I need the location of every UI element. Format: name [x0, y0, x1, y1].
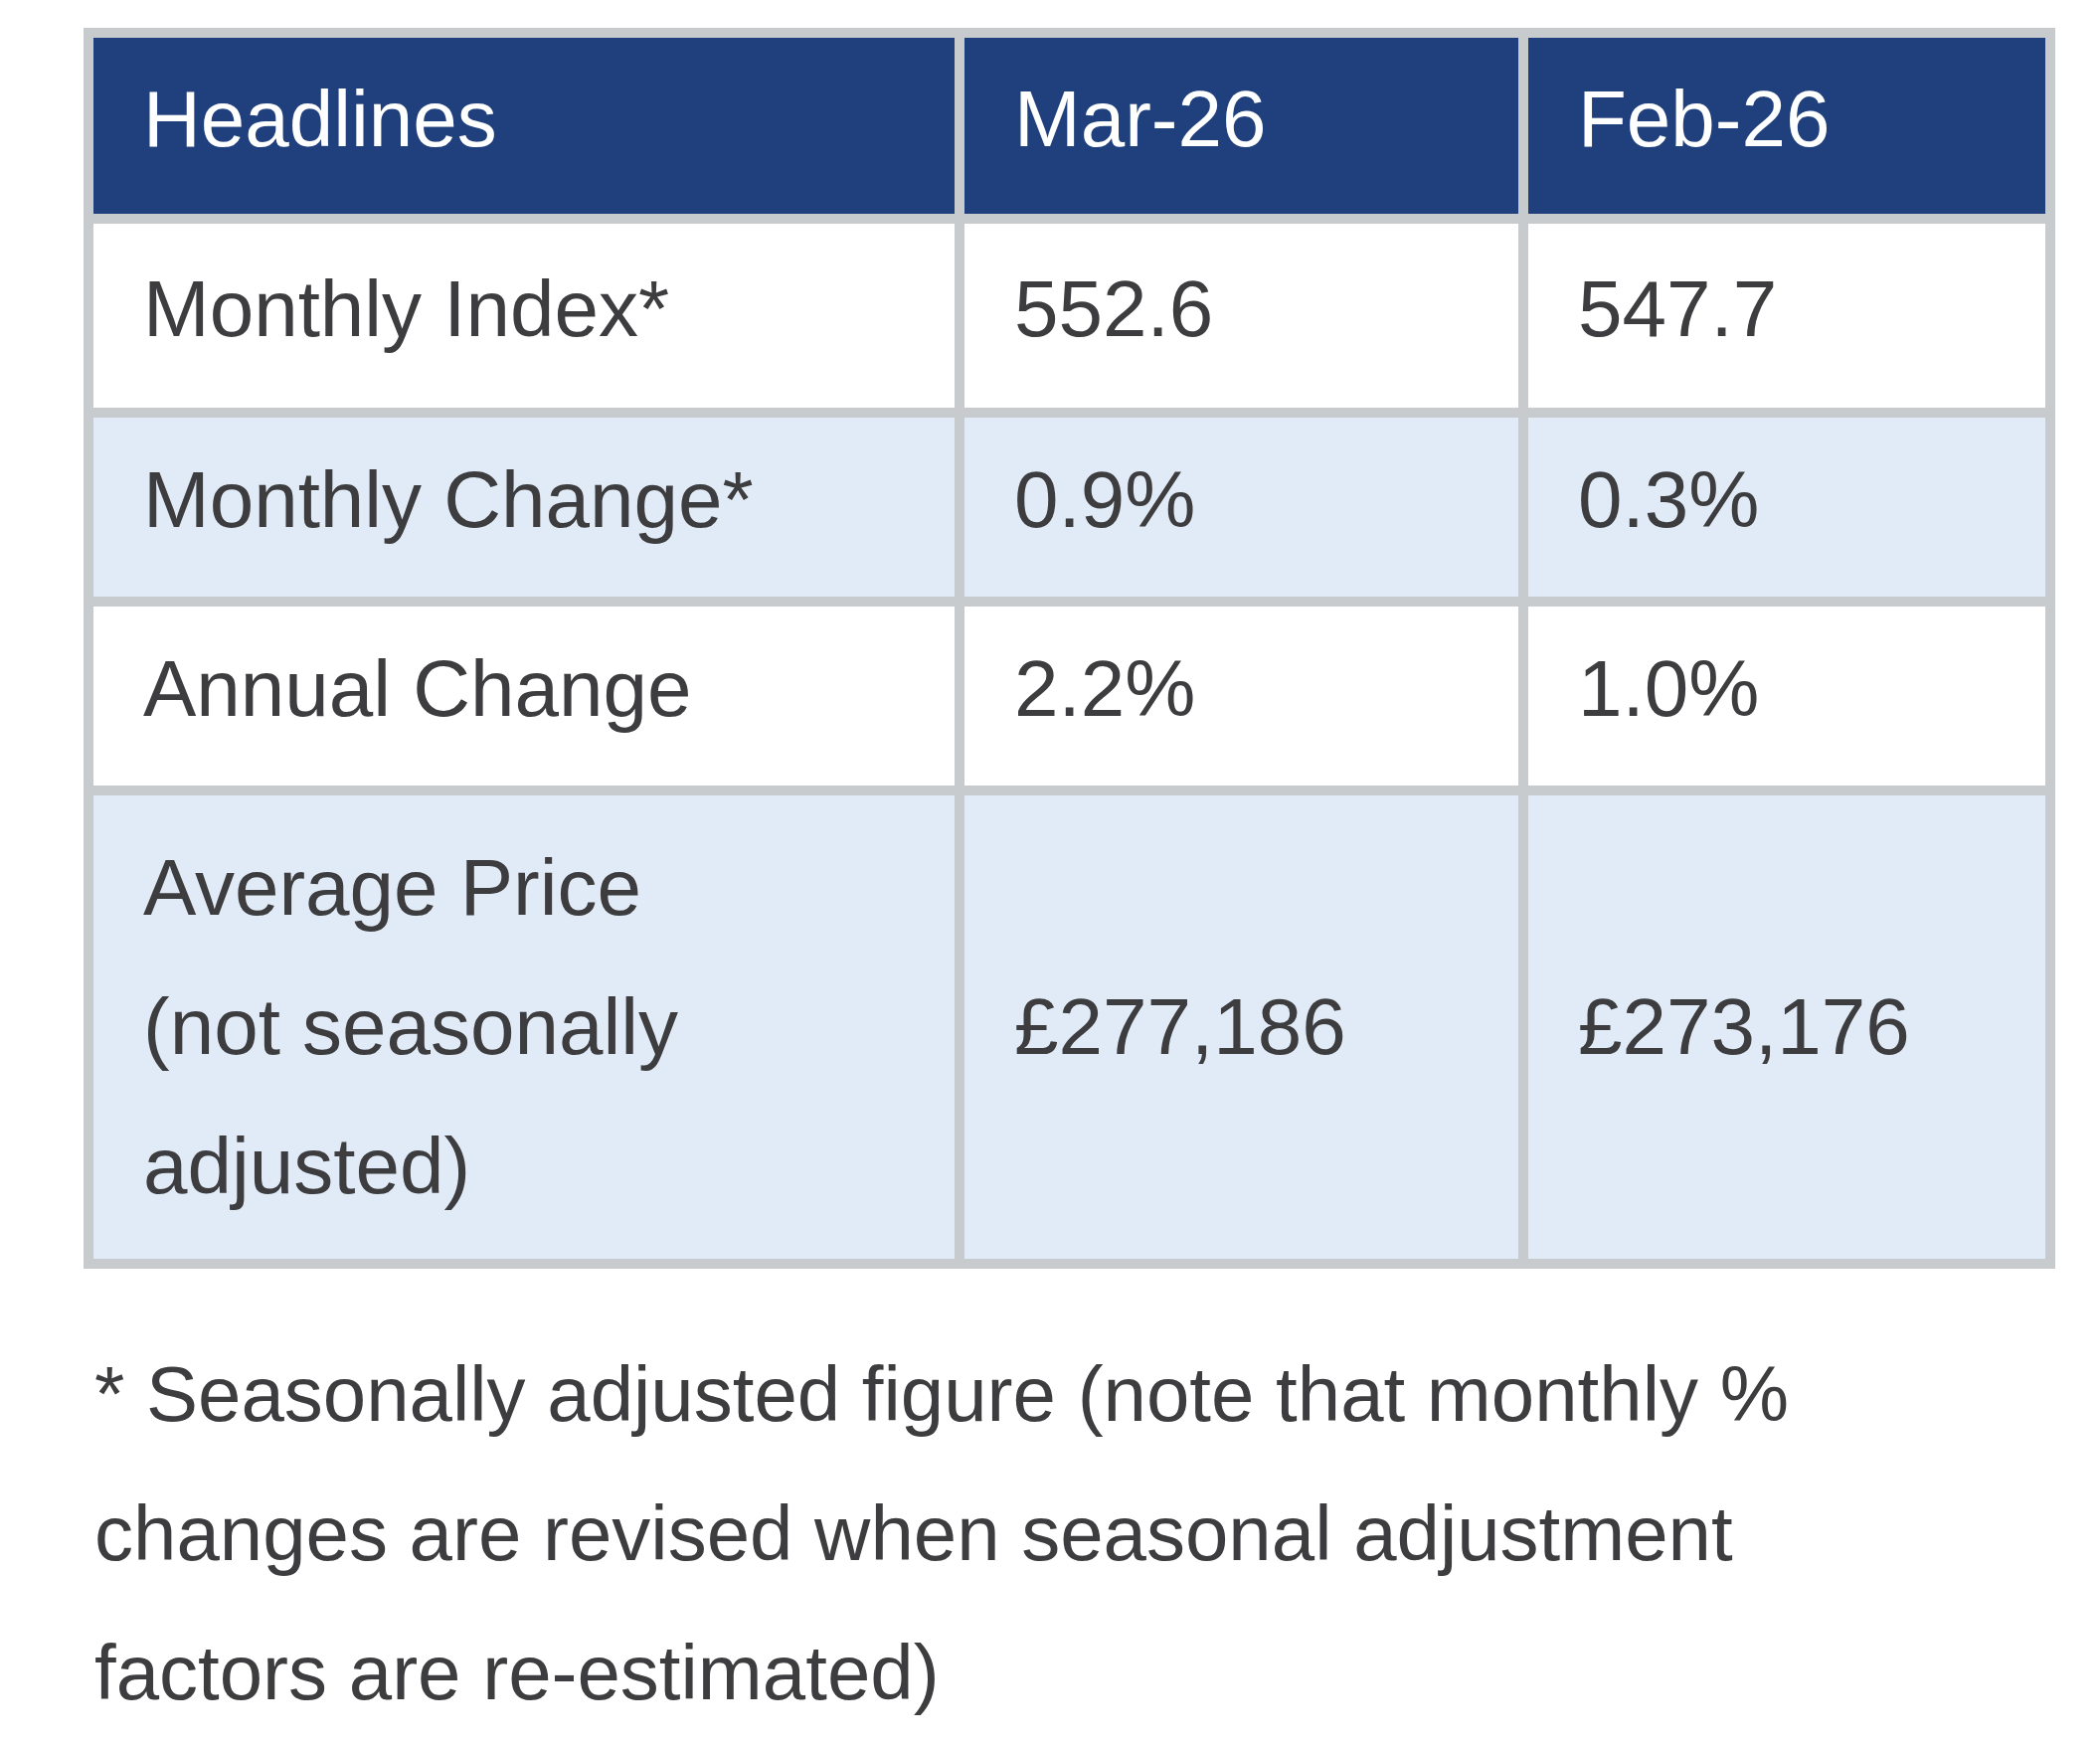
row-label-text: Monthly Index* [143, 263, 925, 355]
row-label-annual-change: Annual Change [88, 602, 960, 790]
value-annual-change-feb: 1.0% [1523, 602, 2050, 790]
table-row-annual-change: Annual Change 2.2% 1.0% [88, 602, 2050, 790]
table-row-monthly-change: Monthly Change* 0.9% 0.3% [88, 413, 2050, 602]
header-cell-feb-26: Feb-26 [1523, 33, 2050, 219]
page: Headlines Mar-26 Feb-26 Monthly Index* 5… [0, 0, 2100, 1746]
row-label-text: Monthly Change* [143, 454, 925, 546]
table-row-monthly-index: Monthly Index* 552.6 547.7 [88, 219, 2050, 413]
row-label-monthly-change: Monthly Change* [88, 413, 960, 602]
row-label-text: Annual Change [143, 643, 925, 735]
row-label-average-price: Average Price (not seasonally adjusted) [88, 790, 960, 1264]
value-monthly-index-feb: 547.7 [1523, 219, 2050, 413]
header-cell-headlines: Headlines [88, 33, 960, 219]
headlines-table: Headlines Mar-26 Feb-26 Monthly Index* 5… [84, 28, 2055, 1269]
value-average-price-feb: £273,176 [1523, 790, 2050, 1264]
row-label-text-line3: adjusted) [143, 1097, 925, 1236]
footnote-line1: * Seasonally adjusted figure (note that … [94, 1324, 2043, 1464]
footnote-line2: changes are revised when seasonal adjust… [94, 1464, 2043, 1603]
value-annual-change-mar: 2.2% [960, 602, 1523, 790]
table-row-average-price: Average Price (not seasonally adjusted) … [88, 790, 2050, 1264]
footnote: * Seasonally adjusted figure (note that … [94, 1324, 2043, 1742]
value-monthly-index-mar: 552.6 [960, 219, 1523, 413]
row-label-text-line1: Average Price [143, 818, 925, 958]
row-label-text-line2: (not seasonally [143, 958, 925, 1097]
header-cell-mar-26: Mar-26 [960, 33, 1523, 219]
value-monthly-change-feb: 0.3% [1523, 413, 2050, 602]
footnote-line3: factors are re-estimated) [94, 1603, 2043, 1742]
row-label-monthly-index: Monthly Index* [88, 219, 960, 413]
value-average-price-mar: £277,186 [960, 790, 1523, 1264]
value-monthly-change-mar: 0.9% [960, 413, 1523, 602]
table-header-row: Headlines Mar-26 Feb-26 [88, 33, 2050, 219]
